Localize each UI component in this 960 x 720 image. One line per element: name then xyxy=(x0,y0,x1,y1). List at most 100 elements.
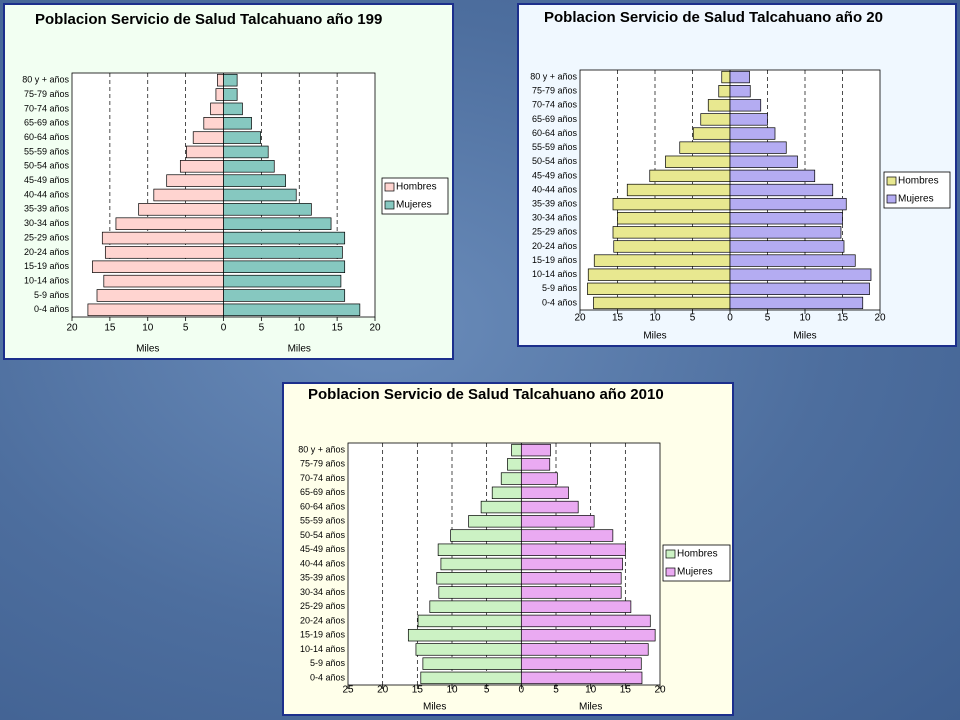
bar xyxy=(223,117,252,130)
legend-label: Mujeres xyxy=(898,194,934,205)
bar xyxy=(450,529,522,542)
bar xyxy=(692,127,731,140)
bar xyxy=(223,203,312,216)
bar xyxy=(138,203,224,216)
bar xyxy=(223,145,269,159)
panel-border xyxy=(3,3,454,360)
bar xyxy=(729,226,842,239)
bar xyxy=(223,88,238,101)
bar xyxy=(436,572,522,585)
x-tick-label: 10 xyxy=(585,685,597,696)
legend-label: Hombres xyxy=(898,176,939,187)
y-tick-label: 10-14 años xyxy=(300,644,346,654)
bar xyxy=(210,102,224,116)
x-tick-label: 15 xyxy=(412,685,424,696)
legend-swatch xyxy=(384,200,395,210)
x-tick-label: 20 xyxy=(369,323,381,334)
x-tick-label: 5 xyxy=(259,323,265,334)
y-tick-label: 80 y + años xyxy=(22,75,69,85)
bar xyxy=(438,586,522,599)
x-tick-label: 20 xyxy=(654,685,666,696)
bar xyxy=(520,543,626,556)
x-tick-label: 0 xyxy=(221,323,227,334)
bar xyxy=(520,529,614,542)
bar xyxy=(729,141,787,154)
bar xyxy=(613,240,731,253)
bar xyxy=(700,113,731,126)
bar xyxy=(593,296,731,310)
bar xyxy=(520,628,656,642)
y-tick-label: 30-34 años xyxy=(532,213,578,223)
bar xyxy=(729,296,864,310)
bar xyxy=(520,458,551,471)
bar xyxy=(186,145,224,159)
x-tick-label: 15 xyxy=(612,313,624,324)
x-tick-label: 20 xyxy=(874,313,886,324)
bar xyxy=(417,614,522,628)
x-tick-label: 10 xyxy=(649,313,661,324)
y-tick-label: 20-24 años xyxy=(24,247,70,257)
bar xyxy=(420,671,522,685)
bar xyxy=(437,543,522,556)
y-tick-label: 40-44 años xyxy=(532,184,578,194)
bar xyxy=(520,443,551,457)
x-tick-label: 0 xyxy=(727,313,733,324)
y-tick-label: 55-59 años xyxy=(532,142,578,152)
x-tick-label: 20 xyxy=(377,685,389,696)
bar xyxy=(520,671,643,685)
bar xyxy=(679,141,731,154)
bar xyxy=(511,443,522,457)
x-tick-label: 5 xyxy=(183,323,189,334)
bar xyxy=(223,246,343,259)
y-tick-label: 80 y + años xyxy=(530,71,577,81)
legend-label: Hombres xyxy=(677,549,718,560)
x-tick-label: 15 xyxy=(104,323,116,334)
chart-panel: Poblacion Servicio de Salud Talcahuano a… xyxy=(519,5,955,345)
y-tick-label: 65-69 años xyxy=(532,114,578,124)
bar xyxy=(103,274,224,288)
x-tick-label: 5 xyxy=(484,685,490,696)
legend-label: Hombres xyxy=(396,182,437,193)
x-axis-label: Miles xyxy=(136,344,159,355)
bar xyxy=(729,85,751,98)
bar xyxy=(215,88,224,101)
y-tick-label: 55-59 años xyxy=(300,516,346,526)
y-tick-label: 35-39 años xyxy=(24,204,70,214)
bar xyxy=(729,197,847,211)
y-tick-label: 0-4 años xyxy=(310,672,346,682)
y-tick-label: 70-74 años xyxy=(532,100,578,110)
bar xyxy=(422,657,522,670)
bar xyxy=(520,657,642,670)
bar xyxy=(729,268,872,281)
y-tick-label: 25-29 años xyxy=(532,227,578,237)
bar xyxy=(192,131,224,144)
chart-panel: Poblacion Servicio de Salud Talcahuano a… xyxy=(284,384,732,714)
bar xyxy=(665,155,731,168)
bar xyxy=(223,160,275,173)
x-tick-label: 20 xyxy=(574,313,586,324)
bar xyxy=(223,102,243,116)
legend-swatch xyxy=(886,194,897,204)
bar xyxy=(166,174,224,187)
bar xyxy=(507,458,522,471)
bar xyxy=(612,197,731,211)
y-tick-label: 75-79 años xyxy=(532,86,578,96)
y-tick-label: 60-64 años xyxy=(24,132,70,142)
bar xyxy=(520,557,623,571)
legend-swatch xyxy=(384,182,395,192)
bar xyxy=(729,240,845,253)
x-tick-label: 10 xyxy=(142,323,154,334)
x-axis-label: Miles xyxy=(793,331,816,342)
y-tick-label: 10-14 años xyxy=(24,275,70,285)
bar xyxy=(104,246,224,259)
y-tick-label: 50-54 años xyxy=(24,161,70,171)
bar xyxy=(729,70,750,84)
bar xyxy=(520,500,579,514)
x-axis-label: Miles xyxy=(643,331,666,342)
bar xyxy=(721,70,731,84)
y-tick-label: 5-9 años xyxy=(310,658,346,668)
x-tick-label: 10 xyxy=(446,685,458,696)
y-tick-label: 70-74 años xyxy=(24,103,70,113)
bar xyxy=(440,557,522,571)
bar xyxy=(491,486,522,500)
